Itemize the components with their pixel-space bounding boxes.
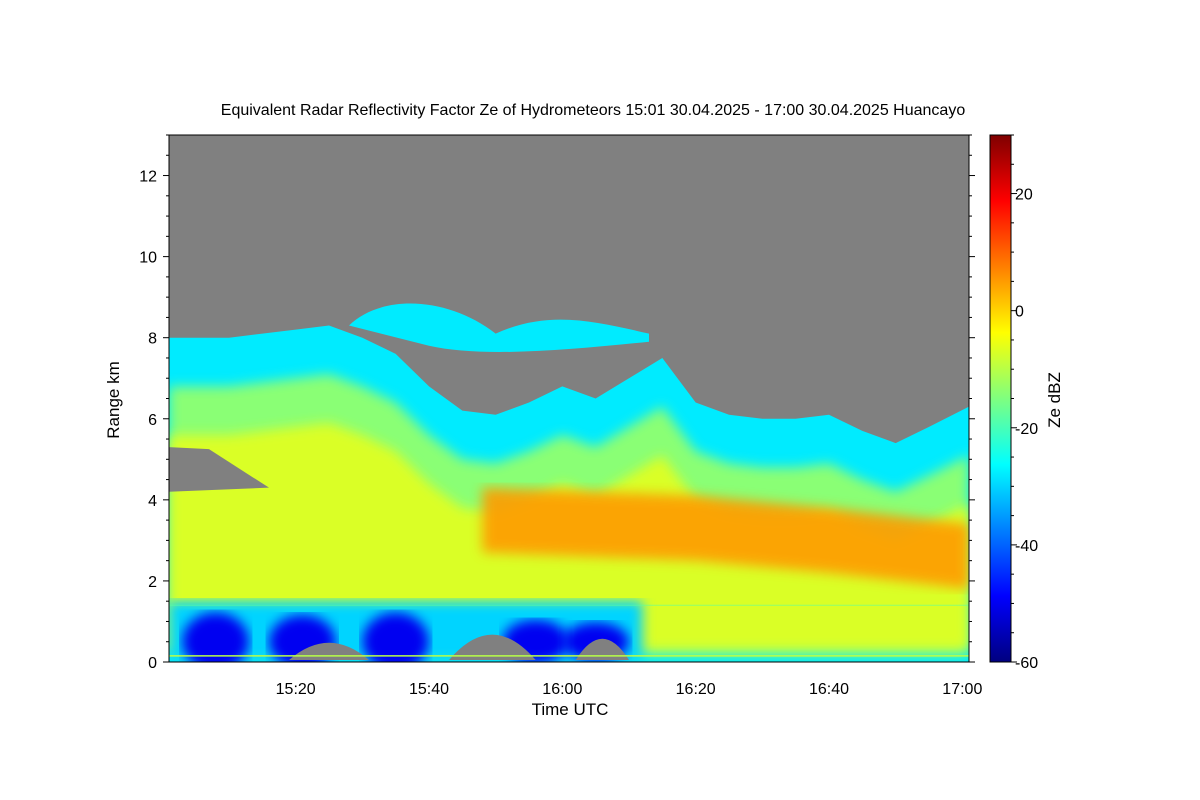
colorbar-gradient: [989, 134, 1012, 663]
colorbar-tick-label: 0: [1015, 304, 1024, 321]
plot-area: [168, 134, 970, 663]
y-axis-label: Range km: [104, 361, 123, 438]
x-tick-label: 16:00: [542, 681, 582, 698]
max-reflectivity-band: [482, 487, 969, 590]
x-axis: 15:20 15:40 16:00 16:20 16:40 17:00: [276, 681, 983, 698]
x-tick-label: 15:20: [276, 681, 316, 698]
x-tick-label: 16:20: [676, 681, 716, 698]
colorbar: 20 0 -20 -40 -60 Ze dBZ: [989, 134, 1064, 672]
x-tick-label: 17:00: [942, 681, 982, 698]
no-data-gap: [169, 447, 269, 492]
colorbar-tick-label: -20: [1015, 421, 1038, 438]
y-tick-label: 6: [148, 412, 157, 429]
x-axis-label: Time UTC: [532, 700, 609, 719]
upper-cloud-layer: [349, 303, 649, 353]
y-tick-label: 12: [139, 169, 157, 186]
near-ground-no-data-2: [449, 634, 536, 660]
colorbar-tick-label: -40: [1015, 538, 1038, 555]
y-tick-label: 8: [148, 331, 157, 348]
near-ground-no-data-3: [575, 638, 629, 660]
colorbar-label: Ze dBZ: [1045, 372, 1064, 428]
y-tick-label: 4: [148, 493, 157, 510]
y-axis: 0 2 4 6 8 10 12: [139, 134, 975, 672]
weak-echo-patch-3: [362, 612, 429, 662]
y-tick-label: 0: [148, 655, 157, 672]
y-tick-label: 10: [139, 250, 157, 267]
weak-echo-patch-2: [269, 614, 336, 662]
y-tick-label: 2: [148, 574, 157, 591]
x-tick-label: 15:40: [409, 681, 449, 698]
colorbar-tick-label: -60: [1015, 655, 1038, 672]
colorbar-tick-label: 20: [1015, 187, 1033, 204]
reflectivity-field: [169, 303, 969, 662]
colorbar-ticks: 20 0 -20 -40 -60: [1011, 134, 1038, 672]
x-tick-label: 16:40: [809, 681, 849, 698]
chart-title: Equivalent Radar Reflectivity Factor Ze …: [221, 102, 966, 119]
weak-echo-patch-1: [182, 612, 249, 662]
